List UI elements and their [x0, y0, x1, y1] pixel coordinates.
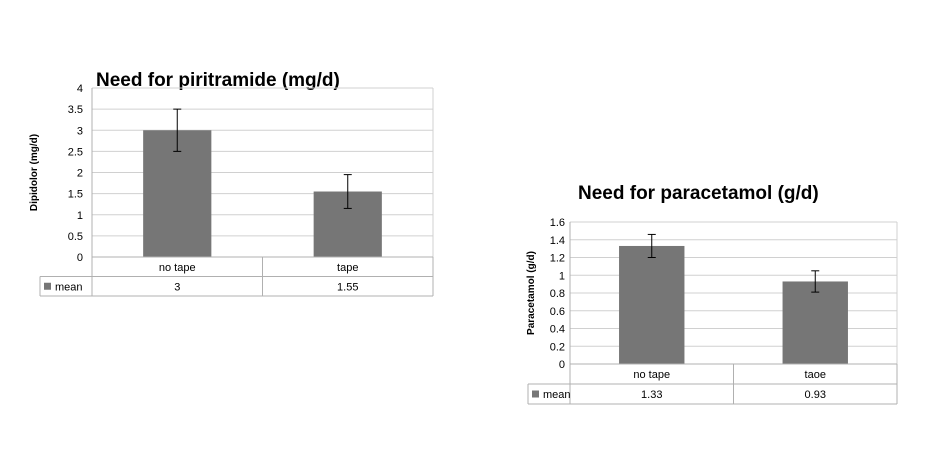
table-value: 0.93 — [805, 389, 826, 401]
y-tick-label: 1.5 — [68, 189, 83, 201]
y-tick-label: 1.6 — [550, 217, 565, 229]
legend-label: mean — [55, 281, 83, 293]
y-tick-label: 0 — [77, 252, 83, 264]
y-tick-label: 0.2 — [550, 341, 565, 353]
y-tick-label: 1 — [77, 210, 83, 222]
y-tick-label: 0.4 — [550, 324, 565, 336]
chart-title: Need for paracetamol (g/d) — [578, 183, 819, 204]
legend-swatch — [532, 390, 539, 398]
table-value: 1.55 — [337, 281, 358, 293]
bar — [619, 245, 685, 364]
chart-paracetamol: Need for paracetamol (g/d) 0 0.2 0.4 0.6 0.8 1… — [526, 183, 898, 405]
y-tick-label: 0.8 — [550, 288, 565, 300]
error-bar — [647, 233, 656, 258]
y-axis-label: Dipidolor (mg/d) — [29, 134, 40, 211]
y-tick-label: 1.4 — [550, 235, 565, 247]
chart-piritramide: Need for piritramide (mg/d) 0 0.5 1 1.5 2 2.5 3… — [29, 70, 434, 297]
y-tick-label: 3 — [77, 125, 83, 137]
data-table: no tape taoe mean 1.33 0.93 — [527, 363, 898, 405]
legend-swatch — [44, 282, 51, 290]
y-tick-label: 1 — [559, 270, 565, 282]
y-axis-label: Paracetamol (g/d) — [526, 251, 537, 335]
table-value: 3 — [174, 281, 180, 293]
y-tick-label: 0.5 — [68, 231, 83, 243]
x-category-label: taoe — [805, 369, 826, 381]
error-bar — [811, 270, 820, 293]
y-tick-label: 0.6 — [550, 306, 565, 318]
data-table: no tape tape mean 3 1.55 — [39, 256, 434, 297]
legend-label: mean — [543, 389, 571, 401]
x-category-label: tape — [337, 262, 358, 274]
y-tick-label: 2 — [77, 168, 83, 180]
y-tick-label: 2.5 — [68, 146, 83, 158]
error-bar — [173, 108, 182, 152]
y-tick-label: 1.2 — [550, 253, 565, 265]
error-bar — [343, 174, 352, 209]
table-value: 1.33 — [641, 389, 662, 401]
y-tick-label: 4 — [77, 83, 83, 95]
bar — [782, 281, 848, 364]
y-tick-label: 0 — [559, 359, 565, 371]
x-category-label: no tape — [633, 369, 670, 381]
y-tick-label: 3.5 — [68, 104, 83, 116]
chart-title: Need for piritramide (mg/d) — [96, 70, 340, 91]
x-category-label: no tape — [159, 262, 196, 274]
